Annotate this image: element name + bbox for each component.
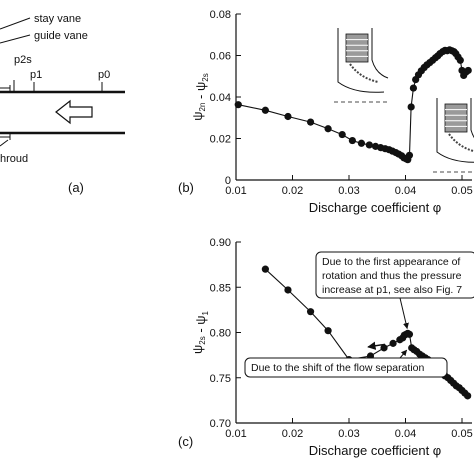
chart-c-data-point <box>380 344 388 352</box>
annotation-first-appearance-line: rotation and thus the pressure <box>322 270 462 282</box>
panel-a-label: (a) <box>68 180 84 195</box>
annotation-first-pointer <box>399 297 409 330</box>
chart-b-y-axis-label: ψ2n - ψ2s <box>190 73 210 120</box>
guide-vane-leader <box>0 34 31 44</box>
chart-b-x-tick-label: 0.05 <box>451 185 472 197</box>
chart-c-data-point <box>284 286 292 294</box>
chart-c-data-point <box>464 392 472 400</box>
chart-c-data-point <box>324 327 332 335</box>
shroud-leader <box>0 139 9 147</box>
chart-b-data-point <box>409 84 418 92</box>
annotation-shift-pointer <box>399 349 408 359</box>
chart-b: (b) 0.01 0.02 0.03 0.04 0.0500.020.040.060.0… <box>178 9 474 215</box>
chart-c-x-tick-label: 0.03 <box>338 428 359 440</box>
chart-c-y-tick-label: 0.80 <box>210 328 231 340</box>
chart-c-data-point <box>261 265 269 273</box>
chart-b-x-tick-label: 0.01 <box>225 185 246 197</box>
chart-c-y-tick-label: 0.70 <box>210 418 231 430</box>
chart-c-x-tick-label: 0.05 <box>451 428 472 440</box>
chart-c-x-tick-label: 0.01 <box>225 428 246 440</box>
panel-b-label: (b) <box>178 180 194 195</box>
chart-c-data-point <box>389 339 397 347</box>
chart-c-x-axis-label: Discharge coefficient φ <box>309 443 441 458</box>
chart-b-x-axis-label: Discharge coefficient φ <box>309 200 441 215</box>
chart-b-y-tick-label: 0 <box>225 175 231 187</box>
p0-label: p0 <box>98 69 110 81</box>
chart-c-x-tick-label: 0.04 <box>395 428 416 440</box>
annotation-first-appearance-line: Due to the first appearance of <box>322 256 460 268</box>
chart-b-data-point <box>365 141 373 149</box>
impeller-sketch-2-shroud <box>470 98 474 139</box>
chart-c: (c) 0.01 0.02 0.03 0.04 0.05 0.70 0.75 0.80 0.85… <box>178 237 474 458</box>
annotation-flow-shift-line: Due to the shift of the flow separation <box>251 362 425 374</box>
chart-b-y-tick-label: 0.08 <box>210 9 231 21</box>
chart-b-x-tick-label: 0.02 <box>282 185 303 197</box>
chart-b-data-point <box>306 118 315 126</box>
direction-arrow <box>367 341 386 350</box>
impeller-sketch-1-separation <box>349 63 379 83</box>
annotation-first-appearance-box <box>315 251 474 299</box>
guide-vane-label: guide vane <box>34 30 88 42</box>
panel-a-schematic: stay vane guide vane p2s p1 p0 hroud (a) <box>0 13 125 195</box>
chart-b-data-point <box>234 101 242 109</box>
stay-vane-label: stay vane <box>34 13 81 25</box>
panel-c-label: (c) <box>178 434 193 449</box>
impeller-sketch-2-separation <box>448 133 474 153</box>
chart-b-y-tick-label: 0.06 <box>210 51 231 63</box>
chart-c-marks: 0.01 0.02 0.03 0.04 0.05 0.70 0.75 0.80 0.85 0.90… <box>190 237 474 458</box>
chart-b-x-tick-label: 0.04 <box>395 185 416 197</box>
chart-c-y-tick-label: 0.85 <box>210 282 231 294</box>
chart-c-x-tick-label: 0.02 <box>282 428 303 440</box>
annotation-flow-shift-box <box>244 357 448 378</box>
chart-b-data-point <box>348 136 356 145</box>
chart-b-marks: 0.01 0.02 0.03 0.04 0.05 0 0.02 0.04 0.06 0.08 Dis… <box>190 9 474 215</box>
chart-b-data-point <box>357 139 366 147</box>
chart-b-data-point <box>324 125 332 133</box>
chart-b-data-point <box>407 103 415 111</box>
impeller-sketch-1-hatch <box>345 33 369 63</box>
impeller-sketch-2-hatch <box>444 103 468 133</box>
chart-b-y-tick-label: 0.04 <box>210 92 231 104</box>
impeller-sketch-1-hub <box>337 28 385 93</box>
stay-vane-leader <box>0 17 31 30</box>
chart-b-data-point <box>464 66 472 75</box>
chart-c-y-tick-label: 0.90 <box>210 237 231 249</box>
impeller-sketch-2-hub <box>436 98 474 163</box>
chart-b-y-tick-label: 0.02 <box>210 134 231 146</box>
p2s-label: p2s <box>14 54 32 66</box>
p1-label: p1 <box>30 69 42 81</box>
chart-b-data-point <box>284 112 292 121</box>
chart-b-data-point <box>456 56 464 64</box>
annotation-first-appearance-line: increase at p1, see also Fig. 7 <box>322 284 462 296</box>
flow-arrow-icon <box>55 99 93 125</box>
chart-b-data-point <box>338 130 346 139</box>
shroud-label: hroud <box>0 153 28 165</box>
chart-c-y-tick-label: 0.75 <box>210 373 231 385</box>
chart-b-x-tick-label: 0.03 <box>338 185 359 197</box>
chart-c-y-axis-label: ψ2s - ψ1 <box>190 310 210 354</box>
chart-c-data-point <box>306 308 315 316</box>
chart-b-data-point <box>405 151 414 159</box>
chart-b-data-point <box>261 106 269 114</box>
chart-c-data-point <box>405 330 414 338</box>
impeller-sketch-1-shroud <box>371 28 389 79</box>
